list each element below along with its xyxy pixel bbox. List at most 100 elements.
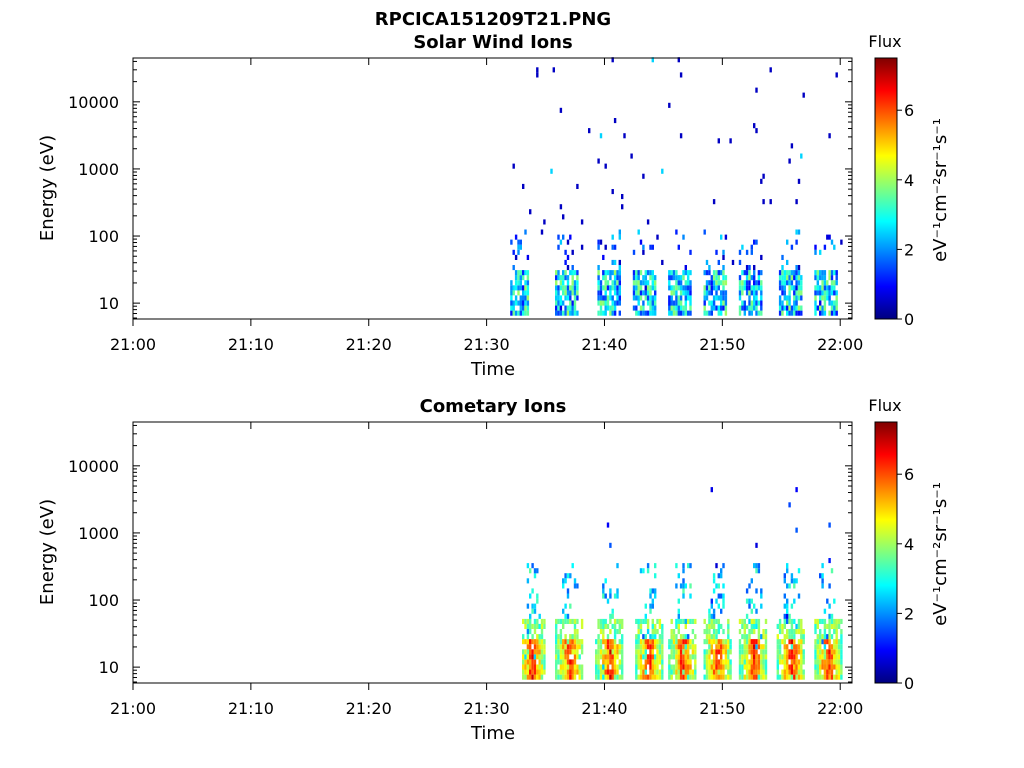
- heatmap-cell: [828, 613, 831, 619]
- heatmap-cell: [691, 674, 695, 680]
- heatmap-cell: [684, 654, 687, 660]
- heatmap-cell: [741, 270, 744, 276]
- heatmap-cell: [524, 285, 527, 291]
- heatmap-cell: [783, 649, 786, 655]
- heatmap-cell: [783, 295, 786, 301]
- heatmap-cell: [750, 310, 753, 316]
- heatmap-cell: [741, 634, 744, 640]
- heatmap-cell: [576, 270, 579, 276]
- heatmap-cell: [533, 629, 537, 635]
- heatmap-cell: [828, 275, 831, 281]
- heatmap-cell: [562, 618, 565, 624]
- y-tick-label: 10: [99, 658, 119, 677]
- heatmap-cell: [760, 644, 763, 650]
- heatmap-cell: [524, 639, 527, 645]
- heatmap-cell: [750, 629, 753, 635]
- heatmap-cell: [795, 654, 798, 660]
- heatmap-cell: [540, 634, 544, 640]
- heatmap-cell: [738, 249, 742, 255]
- heatmap-cell: [715, 270, 718, 276]
- heatmap-cell: [833, 659, 836, 665]
- heatmap-cell: [651, 295, 654, 301]
- heatmap-cell: [708, 623, 711, 629]
- heatmap-cell: [682, 664, 685, 670]
- heatmap-cell: [602, 649, 605, 655]
- heatmap-cell: [783, 618, 786, 624]
- heatmap-cell: [835, 300, 838, 306]
- heatmap-cell: [722, 280, 725, 286]
- heatmap-cell: [717, 310, 720, 316]
- heatmap-cell: [609, 270, 612, 276]
- heatmap-cell: [609, 639, 612, 645]
- heatmap-cell: [573, 623, 577, 629]
- heatmap-cell: [573, 295, 577, 301]
- heatmap-cell: [562, 623, 565, 629]
- heatmap-cell: [715, 654, 718, 660]
- heatmap-cell: [745, 265, 749, 271]
- heatmap-cell: [687, 310, 690, 316]
- heatmap-cell: [604, 270, 607, 276]
- heatmap-cell: [729, 639, 732, 645]
- heatmap-cell: [823, 295, 827, 301]
- heatmap-cell: [708, 639, 711, 645]
- x-tick-label: 21:20: [346, 699, 392, 718]
- heatmap-cell: [557, 649, 560, 655]
- heatmap-cell: [821, 639, 824, 645]
- heatmap-cell: [599, 664, 603, 670]
- heatmap-cell: [679, 659, 683, 665]
- heatmap-cell: [684, 649, 687, 655]
- heatmap-cell: [738, 259, 742, 265]
- heatmap-cell: [717, 275, 720, 281]
- heatmap-cell: [753, 618, 756, 624]
- heatmap-cell: [689, 295, 692, 301]
- heatmap-cell: [639, 629, 643, 635]
- heatmap-cell: [538, 613, 541, 619]
- heatmap-cell: [632, 275, 636, 281]
- heatmap-cell: [717, 573, 720, 579]
- heatmap-cell: [602, 295, 605, 301]
- heatmap-cell: [672, 275, 676, 281]
- heatmap-cell: [833, 639, 836, 645]
- heatmap-cell: [689, 674, 692, 680]
- heatmap-cell: [748, 664, 751, 670]
- heatmap-cell: [517, 285, 520, 291]
- heatmap-cell: [522, 305, 525, 311]
- heatmap-cell: [618, 644, 621, 650]
- heatmap-cell: [786, 629, 789, 635]
- heatmap-cell: [745, 664, 749, 670]
- heatmap-cell: [828, 634, 831, 640]
- heatmap-cell: [684, 618, 687, 624]
- heatmap-cell: [531, 623, 534, 629]
- heatmap-cell: [778, 639, 782, 645]
- heatmap-cell: [826, 598, 829, 604]
- heatmap-cell: [717, 583, 720, 589]
- heatmap-cell: [710, 280, 713, 286]
- heatmap-cell: [786, 275, 789, 281]
- heatmap-cell: [786, 598, 789, 604]
- heatmap-cell: [762, 654, 765, 660]
- heatmap-cell: [741, 644, 744, 650]
- heatmap-cell: [533, 674, 537, 680]
- heatmap-cell: [677, 57, 680, 63]
- heatmap-cell: [517, 290, 520, 296]
- heatmap-cell: [580, 674, 584, 680]
- heatmap-cell: [651, 57, 654, 63]
- heatmap-cell: [826, 623, 829, 629]
- heatmap-cell: [833, 300, 836, 306]
- heatmap-cell: [632, 290, 636, 296]
- heatmap-cell: [795, 239, 798, 245]
- heatmap-cell: [830, 613, 834, 619]
- heatmap-cell: [823, 659, 827, 665]
- heatmap-cell: [682, 578, 685, 584]
- heatmap-cell: [538, 639, 541, 645]
- heatmap-cell: [720, 234, 723, 240]
- heatmap-cell: [837, 669, 841, 675]
- heatmap-cell: [618, 659, 621, 665]
- heatmap-cell: [531, 563, 534, 569]
- heatmap-cell: [790, 603, 794, 609]
- heatmap-cell: [823, 669, 827, 675]
- heatmap-cell: [670, 654, 673, 660]
- heatmap-cell: [517, 270, 520, 276]
- heatmap-cell: [788, 639, 791, 645]
